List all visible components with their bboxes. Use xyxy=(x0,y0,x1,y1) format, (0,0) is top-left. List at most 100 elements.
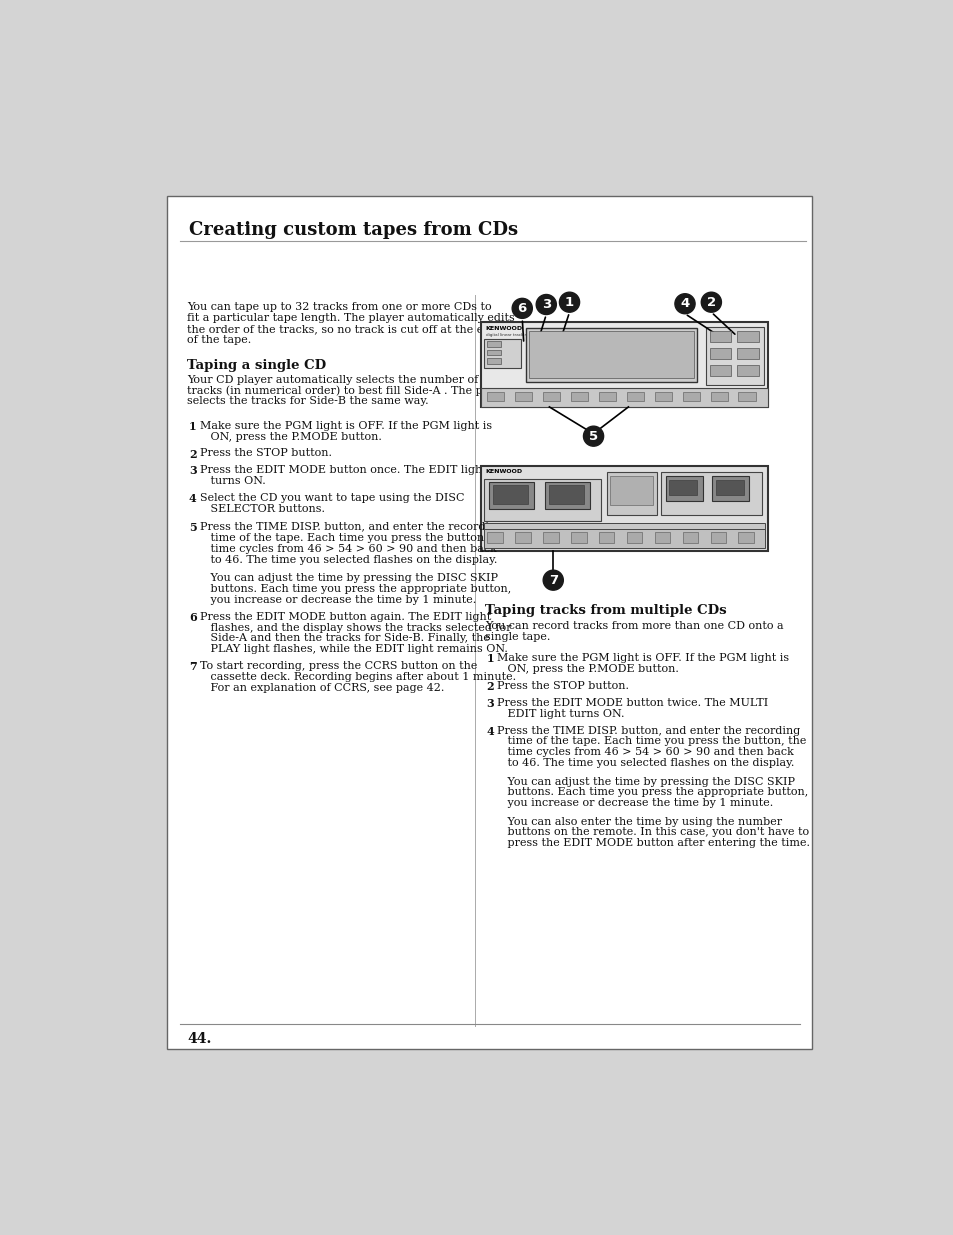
FancyBboxPatch shape xyxy=(484,530,764,548)
Text: KENWOOD: KENWOOD xyxy=(485,326,522,331)
Text: Press the TIME DISP. button, and enter the recording: Press the TIME DISP. button, and enter t… xyxy=(199,522,502,532)
Text: time cycles from 46 > 54 > 60 > 90 and then back: time cycles from 46 > 54 > 60 > 90 and t… xyxy=(497,747,794,757)
Text: turns ON.: turns ON. xyxy=(199,477,265,487)
Text: 7: 7 xyxy=(548,574,558,587)
FancyBboxPatch shape xyxy=(167,196,811,1049)
FancyBboxPatch shape xyxy=(542,391,559,401)
Circle shape xyxy=(674,294,695,314)
FancyBboxPatch shape xyxy=(486,341,500,347)
Text: You can record tracks from more than one CD onto a: You can record tracks from more than one… xyxy=(484,621,782,631)
Text: buttons. Each time you press the appropriate button,: buttons. Each time you press the appropr… xyxy=(497,787,808,798)
FancyBboxPatch shape xyxy=(609,477,653,505)
Text: You can adjust the time by pressing the DISC SKIP: You can adjust the time by pressing the … xyxy=(497,777,795,787)
FancyBboxPatch shape xyxy=(493,485,528,504)
Text: 4: 4 xyxy=(679,298,689,310)
Text: ON, press the P.MODE button.: ON, press the P.MODE button. xyxy=(199,431,381,442)
Text: 1: 1 xyxy=(486,653,494,664)
FancyBboxPatch shape xyxy=(484,478,599,521)
Text: PLAY light flashes, while the EDIT light remains ON.: PLAY light flashes, while the EDIT light… xyxy=(199,645,507,655)
Text: 1: 1 xyxy=(564,295,574,309)
Text: Side-A and then the tracks for Side-B. Finally, the: Side-A and then the tracks for Side-B. F… xyxy=(199,634,489,643)
Text: 6: 6 xyxy=(189,611,196,622)
FancyBboxPatch shape xyxy=(515,532,530,543)
Text: 2: 2 xyxy=(189,448,196,459)
Text: Make sure the PGM light is OFF. If the PGM light is: Make sure the PGM light is OFF. If the P… xyxy=(199,421,492,431)
FancyBboxPatch shape xyxy=(515,391,532,401)
FancyBboxPatch shape xyxy=(626,391,643,401)
Text: 2: 2 xyxy=(486,680,494,692)
Text: 3: 3 xyxy=(541,298,550,311)
Text: You can tape up to 32 tracks from one or more CDs to: You can tape up to 32 tracks from one or… xyxy=(187,303,492,312)
Text: single tape.: single tape. xyxy=(484,632,550,642)
Text: to 46. The time you selected flashes on the display.: to 46. The time you selected flashes on … xyxy=(199,555,497,564)
FancyBboxPatch shape xyxy=(654,391,671,401)
FancyBboxPatch shape xyxy=(542,532,558,543)
Text: 3: 3 xyxy=(486,698,494,709)
Text: Press the STOP button.: Press the STOP button. xyxy=(497,680,629,692)
Text: Creating custom tapes from CDs: Creating custom tapes from CDs xyxy=(189,221,517,240)
Text: buttons on the remote. In this case, you don't have to: buttons on the remote. In this case, you… xyxy=(497,827,809,837)
FancyBboxPatch shape xyxy=(529,331,693,378)
FancyBboxPatch shape xyxy=(665,477,702,501)
Text: digital linear tracking turntable: digital linear tracking turntable xyxy=(485,333,549,337)
Text: For an explanation of CCRS, see page 42.: For an explanation of CCRS, see page 42. xyxy=(199,683,444,693)
Text: Select the CD you want to tape using the DISC: Select the CD you want to tape using the… xyxy=(199,493,464,503)
FancyBboxPatch shape xyxy=(571,391,587,401)
FancyBboxPatch shape xyxy=(486,358,500,364)
Text: You can also enter the time by using the number: You can also enter the time by using the… xyxy=(497,816,781,826)
Text: time of the tape. Each time you press the button, the: time of the tape. Each time you press th… xyxy=(199,534,509,543)
FancyBboxPatch shape xyxy=(486,350,500,356)
Text: Taping a single CD: Taping a single CD xyxy=(187,359,326,372)
FancyBboxPatch shape xyxy=(487,532,502,543)
Text: Press the EDIT MODE button again. The EDIT light: Press the EDIT MODE button again. The ED… xyxy=(199,611,491,621)
Text: time cycles from 46 > 54 > 60 > 90 and then back: time cycles from 46 > 54 > 60 > 90 and t… xyxy=(199,543,497,555)
FancyBboxPatch shape xyxy=(480,389,767,406)
FancyBboxPatch shape xyxy=(654,532,670,543)
FancyBboxPatch shape xyxy=(709,348,731,359)
Circle shape xyxy=(542,571,562,590)
Text: 6: 6 xyxy=(517,301,526,315)
FancyBboxPatch shape xyxy=(480,322,767,406)
FancyBboxPatch shape xyxy=(716,480,743,495)
FancyBboxPatch shape xyxy=(682,532,698,543)
Text: buttons. Each time you press the appropriate button,: buttons. Each time you press the appropr… xyxy=(199,584,511,594)
Text: Press the TIME DISP. button, and enter the recording: Press the TIME DISP. button, and enter t… xyxy=(497,726,800,736)
Text: Press the EDIT MODE button once. The EDIT light: Press the EDIT MODE button once. The EDI… xyxy=(199,466,486,475)
Text: of the tape.: of the tape. xyxy=(187,335,252,345)
Text: To start recording, press the CCRS button on the: To start recording, press the CCRS butto… xyxy=(199,661,476,671)
FancyBboxPatch shape xyxy=(710,391,727,401)
Text: Taping tracks from multiple CDs: Taping tracks from multiple CDs xyxy=(484,604,726,618)
Text: 2: 2 xyxy=(706,295,715,309)
Circle shape xyxy=(583,426,603,446)
FancyBboxPatch shape xyxy=(484,340,521,368)
Circle shape xyxy=(700,293,720,312)
Text: Make sure the PGM light is OFF. If the PGM light is: Make sure the PGM light is OFF. If the P… xyxy=(497,653,789,663)
FancyBboxPatch shape xyxy=(660,472,760,515)
FancyBboxPatch shape xyxy=(548,485,583,504)
Text: selects the tracks for Side-B the same way.: selects the tracks for Side-B the same w… xyxy=(187,396,429,406)
Circle shape xyxy=(536,294,556,315)
FancyBboxPatch shape xyxy=(525,329,696,383)
Text: press the EDIT MODE button after entering the time.: press the EDIT MODE button after enterin… xyxy=(497,839,810,848)
Text: SELECTOR buttons.: SELECTOR buttons. xyxy=(199,504,325,514)
Text: 7: 7 xyxy=(189,661,196,672)
Text: You can adjust the time by pressing the DISC SKIP: You can adjust the time by pressing the … xyxy=(199,573,497,583)
FancyBboxPatch shape xyxy=(709,366,731,377)
FancyBboxPatch shape xyxy=(480,466,767,551)
Text: the order of the tracks, so no track is cut off at the end: the order of the tracks, so no track is … xyxy=(187,324,497,333)
FancyBboxPatch shape xyxy=(709,331,731,342)
Text: to 46. The time you selected flashes on the display.: to 46. The time you selected flashes on … xyxy=(497,758,794,768)
FancyBboxPatch shape xyxy=(738,391,755,401)
Text: time of the tape. Each time you press the button, the: time of the tape. Each time you press th… xyxy=(497,736,806,746)
FancyBboxPatch shape xyxy=(711,477,748,501)
Text: fit a particular tape length. The player automatically edits: fit a particular tape length. The player… xyxy=(187,312,515,324)
FancyBboxPatch shape xyxy=(669,480,697,495)
Text: tracks (in numerical order) to best fill Side-A . The player: tracks (in numerical order) to best fill… xyxy=(187,385,511,396)
Text: 5: 5 xyxy=(189,522,196,534)
Text: 44.: 44. xyxy=(187,1032,212,1046)
FancyBboxPatch shape xyxy=(606,472,657,515)
FancyBboxPatch shape xyxy=(488,482,534,509)
FancyBboxPatch shape xyxy=(736,331,758,342)
FancyBboxPatch shape xyxy=(598,391,616,401)
FancyBboxPatch shape xyxy=(571,532,586,543)
